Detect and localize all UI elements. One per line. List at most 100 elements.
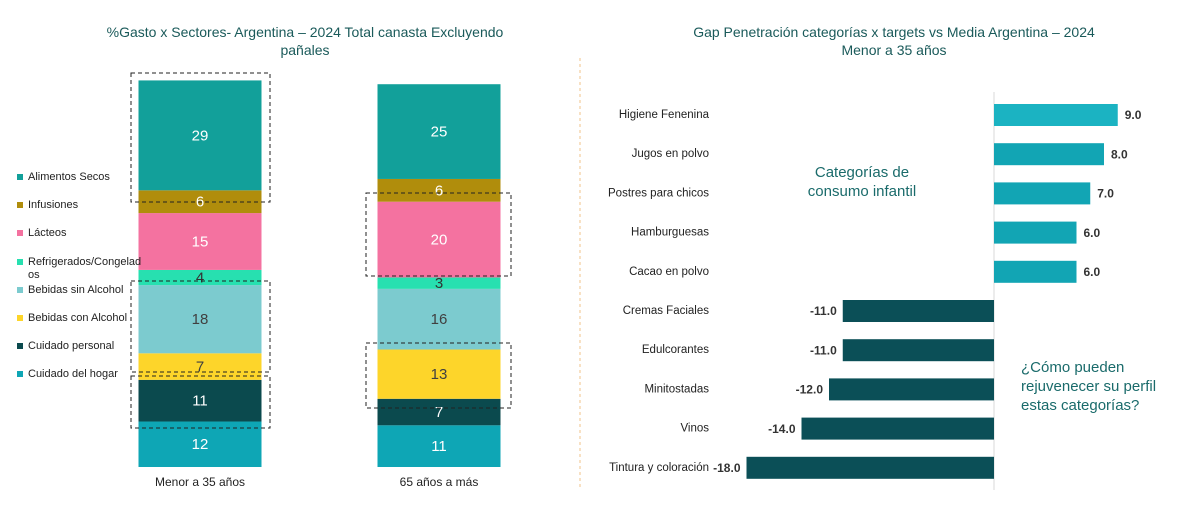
bar-segment bbox=[138, 353, 262, 380]
chart-subtitle: Menor a 35 años bbox=[841, 42, 947, 58]
bar bbox=[746, 456, 994, 479]
segment-label: 18 bbox=[192, 311, 209, 328]
bar-segment bbox=[377, 425, 501, 467]
bar-segment bbox=[377, 178, 501, 202]
highlight-box bbox=[130, 280, 271, 373]
legend-swatch bbox=[17, 371, 23, 377]
bar-segment bbox=[377, 398, 501, 426]
value-label: -11.0 bbox=[810, 343, 837, 357]
legend-swatch bbox=[17, 343, 23, 349]
x-tick-label: 65 años a más bbox=[400, 475, 479, 489]
value-label: 6.0 bbox=[1084, 265, 1101, 279]
bar-segment bbox=[138, 213, 262, 270]
segment-label: 11 bbox=[431, 438, 447, 455]
segment-label: 13 bbox=[431, 366, 448, 383]
bar-segment bbox=[138, 379, 262, 422]
value-label: -14.0 bbox=[768, 422, 796, 436]
y-tick-label: Edulcorantes bbox=[642, 344, 709, 356]
bar bbox=[994, 221, 1077, 244]
legend-swatch bbox=[17, 230, 23, 236]
legend-item: Cuidado personal bbox=[17, 340, 146, 353]
legend-swatch bbox=[17, 174, 23, 180]
value-label: 8.0 bbox=[1111, 147, 1128, 161]
segment-label: 3 bbox=[435, 275, 443, 292]
legend-swatch bbox=[17, 315, 23, 321]
chart-title: %Gasto x Sectores- Argentina – 2024 Tota… bbox=[106, 24, 504, 58]
value-label: 7.0 bbox=[1097, 187, 1114, 201]
value-label: -11.0 bbox=[810, 304, 837, 318]
bar-segment bbox=[377, 84, 501, 179]
bar bbox=[994, 182, 1091, 205]
bar bbox=[801, 417, 994, 440]
legend-item: Cuidado del hogar bbox=[17, 368, 146, 381]
legend-item: Bebidas con Alcohol bbox=[17, 312, 146, 325]
segment-label: 25 bbox=[431, 124, 448, 141]
y-tick-label: Jugos en polvo bbox=[632, 148, 709, 160]
bar bbox=[842, 300, 994, 322]
segment-label: 12 bbox=[192, 436, 209, 453]
chart-title: Gap Penetración categorías x targets vs … bbox=[693, 24, 1095, 40]
legend-label: Cuidado personal bbox=[28, 340, 115, 352]
bar bbox=[994, 104, 1118, 126]
value-label: -18.0 bbox=[713, 461, 741, 475]
highlight-box bbox=[365, 342, 512, 409]
segment-label: 20 bbox=[431, 232, 448, 249]
annotation: Categorías de consumo infantil bbox=[807, 164, 917, 200]
legend-item: Bebidas sin Alcohol bbox=[17, 284, 146, 297]
highlight-box bbox=[130, 72, 271, 203]
bar-segment bbox=[138, 80, 262, 191]
y-tick-label: Cacao en polvo bbox=[629, 266, 709, 278]
legend-item: Alimentos Secos bbox=[17, 171, 146, 184]
legend-label: Bebidas con Alcohol bbox=[28, 312, 128, 324]
bar-segment bbox=[138, 421, 262, 467]
legend-swatch bbox=[17, 259, 23, 265]
y-tick-label: Cremas Faciales bbox=[623, 305, 710, 317]
highlights bbox=[130, 72, 512, 429]
segment-label: 7 bbox=[435, 404, 443, 421]
legend-item: Lácteos bbox=[17, 227, 146, 240]
segment-label: 4 bbox=[196, 269, 204, 286]
segment-label: 16 bbox=[431, 311, 448, 328]
value-label: 6.0 bbox=[1084, 226, 1101, 240]
legend-label: Alimentos Secos bbox=[28, 171, 110, 183]
value-label: -12.0 bbox=[796, 383, 824, 397]
y-tick-label: Hamburguesas bbox=[631, 227, 709, 239]
legend-swatch bbox=[17, 202, 23, 208]
y-tick-label: Higiene Fenenina bbox=[619, 109, 710, 121]
x-tick-label: Menor a 35 años bbox=[155, 475, 245, 489]
legend-item: Infusiones bbox=[17, 199, 146, 212]
segment-label: 7 bbox=[196, 359, 204, 376]
bar bbox=[842, 339, 994, 362]
bar bbox=[994, 143, 1104, 166]
bar-segment bbox=[377, 288, 501, 350]
segment-label: 11 bbox=[192, 393, 208, 410]
segment-label: 29 bbox=[192, 127, 209, 144]
annotation: ¿Cómo pueden rejuvenecer su perfil estas… bbox=[1021, 359, 1157, 414]
legend-label: Lácteos bbox=[28, 227, 67, 239]
bar-segment bbox=[377, 349, 501, 399]
gap-chart: Higiene Fenenina 9.0 Jugos en polvo 8.0 Post… bbox=[608, 92, 1142, 490]
stacked-chart: Menor a 35 años 12 11 7 18 4 15 6 29 65 años a má… bbox=[138, 80, 501, 489]
highlight-box bbox=[130, 375, 271, 429]
legend-label: Infusiones bbox=[28, 199, 79, 211]
y-tick-label: Tintura y coloración bbox=[609, 462, 709, 474]
segment-label: 15 bbox=[192, 233, 209, 250]
legend-label: Refrigerados/Congelados bbox=[28, 256, 142, 281]
bar-segment bbox=[377, 277, 501, 289]
y-tick-label: Vinos bbox=[680, 423, 709, 435]
legend-label: Bebidas sin Alcohol bbox=[28, 284, 124, 296]
bar bbox=[829, 378, 994, 401]
bar-segment bbox=[138, 285, 262, 354]
legend-swatch bbox=[17, 287, 23, 293]
highlight-box bbox=[365, 192, 512, 277]
y-tick-label: Minitostadas bbox=[644, 383, 709, 395]
bar-segment bbox=[377, 201, 501, 278]
y-tick-label: Postres para chicos bbox=[608, 187, 709, 199]
segment-label: 6 bbox=[435, 182, 443, 199]
legend-label: Cuidado del hogar bbox=[28, 368, 118, 380]
value-label: 9.0 bbox=[1125, 108, 1142, 122]
legend-item: Refrigerados/Congelados bbox=[17, 256, 146, 282]
bar bbox=[994, 260, 1077, 283]
